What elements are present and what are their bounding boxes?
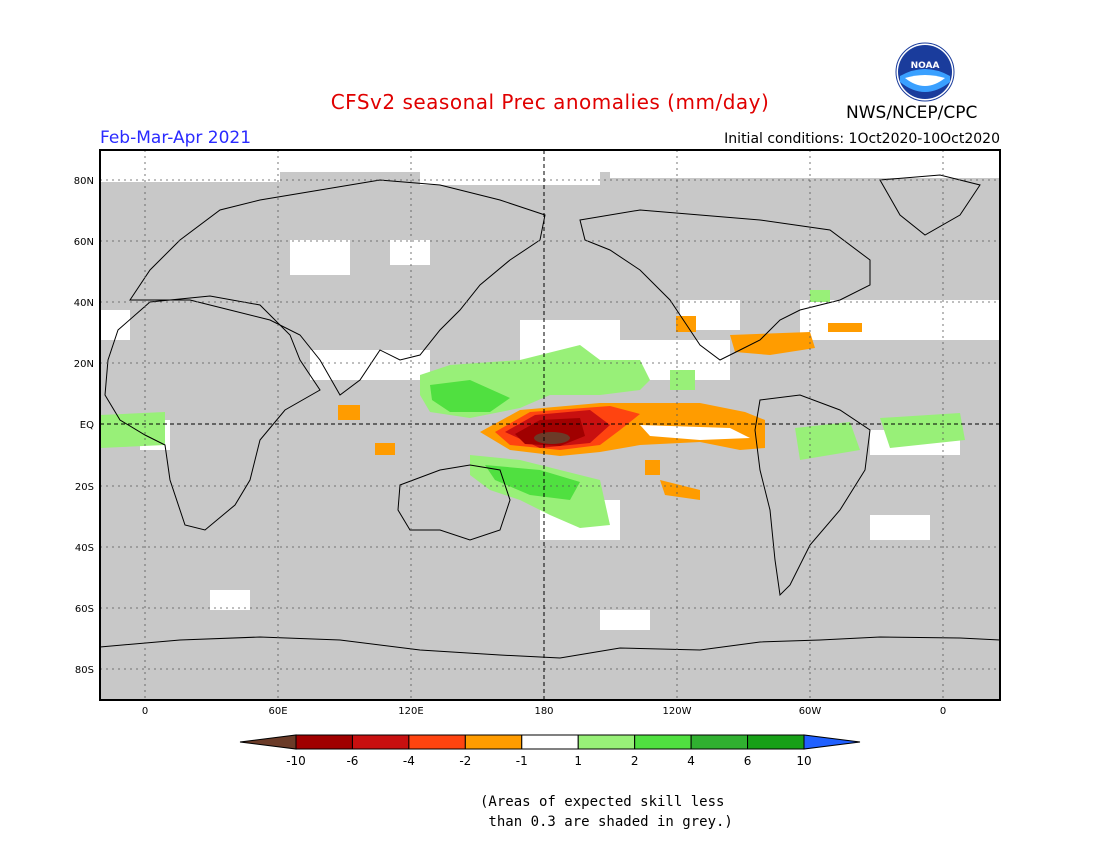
- dry-anomaly-white-band: [640, 425, 750, 440]
- colorbar-label: 1: [574, 754, 582, 768]
- dry-anomalies: [338, 316, 862, 500]
- noaa-logo-text: NOAA: [911, 61, 940, 71]
- coastline-australia: [397, 464, 511, 541]
- wet-anomaly-atlantic: [880, 413, 965, 448]
- coastline-north-america: [579, 209, 871, 361]
- coastlines: [99, 174, 1001, 659]
- colorbar: -10 -6 -4 -2 -1 1 2 4 6 10: [239, 734, 861, 768]
- colorbar-swatch: [577, 734, 636, 750]
- dry-anomaly-caribbean: [730, 332, 815, 355]
- colorbar-label: 2: [631, 754, 639, 768]
- colorbar-swatch: [690, 734, 749, 750]
- wet-anomaly-south-pacific-core: [485, 465, 580, 500]
- longitude-labels: 0 60E 120E 180 120W 60W 0: [142, 706, 946, 717]
- colorbar-label: -4: [403, 754, 415, 768]
- lon-label: 0: [940, 706, 946, 717]
- wet-anomaly-central-pacific: [670, 370, 695, 390]
- lon-label: 120W: [663, 706, 692, 717]
- agency-label: NWS/NCEP/CPC: [846, 103, 978, 123]
- colorbar-label: 6: [744, 754, 752, 768]
- white-patches: [100, 150, 1000, 630]
- lon-label: 60E: [268, 706, 287, 717]
- colorbar-end-high: [803, 734, 861, 750]
- colorbar-swatch: [464, 734, 523, 750]
- colorbar-swatch: [351, 734, 410, 750]
- skill-footnote: (Areas of expected skill less than 0.3 a…: [480, 794, 733, 830]
- colorbar-label: -2: [459, 754, 471, 768]
- lat-label: 80S: [75, 665, 94, 676]
- colorbar-label: -6: [346, 754, 358, 768]
- colorbar-label: 4: [687, 754, 695, 768]
- lon-label: 120E: [398, 706, 423, 717]
- dry-anomaly-central-south: [645, 460, 660, 475]
- wet-anomaly-south-america: [795, 422, 860, 460]
- season-label: Feb-Mar-Apr 2021: [100, 128, 252, 148]
- colorbar-label: -1: [516, 754, 528, 768]
- dry-anomaly-indian-ocean: [338, 405, 360, 420]
- colorbar-label: 10: [796, 754, 811, 768]
- dry-anomaly-maritime: [375, 443, 395, 455]
- coastline-antarctica: [99, 636, 1001, 659]
- coastline-south-america: [754, 394, 871, 597]
- colorbar-swatch: [408, 734, 466, 750]
- colorbar-swatch: [521, 734, 579, 750]
- lon-label: 180: [534, 706, 553, 717]
- dry-anomaly-us-east: [828, 323, 862, 332]
- noaa-logo: NOAA: [895, 42, 955, 102]
- coastline-africa: [104, 295, 321, 531]
- map-frame: [99, 149, 1001, 701]
- colorbar-swatch: [295, 734, 353, 750]
- lat-label: 20S: [75, 482, 94, 493]
- coastline-greenland: [879, 174, 981, 236]
- wet-anomaly-west-pacific-north-core: [430, 380, 510, 412]
- colorbar-end-low: [239, 734, 297, 750]
- lat-label: 80N: [74, 176, 94, 187]
- lat-label: EQ: [80, 420, 94, 431]
- colorbar-swatch: [634, 734, 692, 750]
- lon-label: 0: [142, 706, 148, 717]
- grid: [100, 150, 1000, 700]
- latitude-labels: 80N 60N 40N 20N EQ 20S 40S 60S 80S: [74, 176, 94, 676]
- lon-label: 60W: [799, 706, 822, 717]
- dry-anomaly-southeast-pacific: [660, 480, 700, 500]
- lat-label: 40S: [75, 543, 94, 554]
- wet-anomaly-us: [810, 290, 830, 302]
- colorbar-swatch: [747, 734, 805, 750]
- initial-conditions-label: Initial conditions: 1Oct2020-10Oct2020: [724, 131, 1000, 147]
- lat-label: 20N: [74, 359, 94, 370]
- wet-anomaly-africa: [100, 412, 165, 448]
- dry-anomaly-equatorial-pacific-core: [534, 432, 570, 444]
- map-title: CFSv2 seasonal Prec anomalies (mm/day): [330, 90, 770, 114]
- lat-label: 60S: [75, 604, 94, 615]
- coastline-eurasia: [129, 179, 546, 396]
- grid-major: [100, 150, 1000, 700]
- colorbar-label: -10: [286, 754, 306, 768]
- lat-label: 60N: [74, 237, 94, 248]
- lat-label: 40N: [74, 298, 94, 309]
